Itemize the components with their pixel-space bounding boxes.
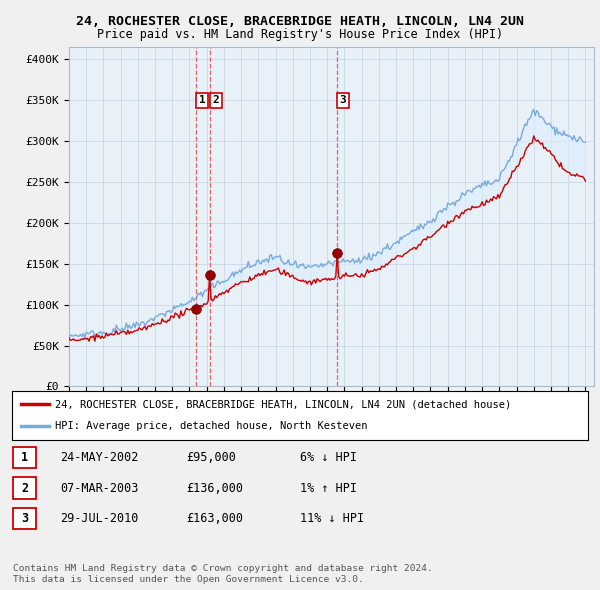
Text: This data is licensed under the Open Government Licence v3.0.: This data is licensed under the Open Gov… xyxy=(13,575,364,584)
Text: 2: 2 xyxy=(21,481,28,494)
Text: 24, ROCHESTER CLOSE, BRACEBRIDGE HEATH, LINCOLN, LN4 2UN (detached house): 24, ROCHESTER CLOSE, BRACEBRIDGE HEATH, … xyxy=(55,399,511,409)
Text: Price paid vs. HM Land Registry's House Price Index (HPI): Price paid vs. HM Land Registry's House … xyxy=(97,28,503,41)
Text: Contains HM Land Registry data © Crown copyright and database right 2024.: Contains HM Land Registry data © Crown c… xyxy=(13,565,433,573)
Text: 11% ↓ HPI: 11% ↓ HPI xyxy=(300,512,364,525)
Text: 2: 2 xyxy=(212,96,219,106)
Text: £95,000: £95,000 xyxy=(186,451,236,464)
Text: 1: 1 xyxy=(199,96,205,106)
Text: 24, ROCHESTER CLOSE, BRACEBRIDGE HEATH, LINCOLN, LN4 2UN: 24, ROCHESTER CLOSE, BRACEBRIDGE HEATH, … xyxy=(76,15,524,28)
Text: HPI: Average price, detached house, North Kesteven: HPI: Average price, detached house, Nort… xyxy=(55,421,368,431)
Text: £136,000: £136,000 xyxy=(186,481,243,494)
Text: 07-MAR-2003: 07-MAR-2003 xyxy=(60,481,139,494)
Text: 29-JUL-2010: 29-JUL-2010 xyxy=(60,512,139,525)
Text: 24-MAY-2002: 24-MAY-2002 xyxy=(60,451,139,464)
Text: 6% ↓ HPI: 6% ↓ HPI xyxy=(300,451,357,464)
Text: 1: 1 xyxy=(21,451,28,464)
Text: 3: 3 xyxy=(21,512,28,525)
Text: £163,000: £163,000 xyxy=(186,512,243,525)
Text: 1% ↑ HPI: 1% ↑ HPI xyxy=(300,481,357,494)
Text: 3: 3 xyxy=(340,96,346,106)
